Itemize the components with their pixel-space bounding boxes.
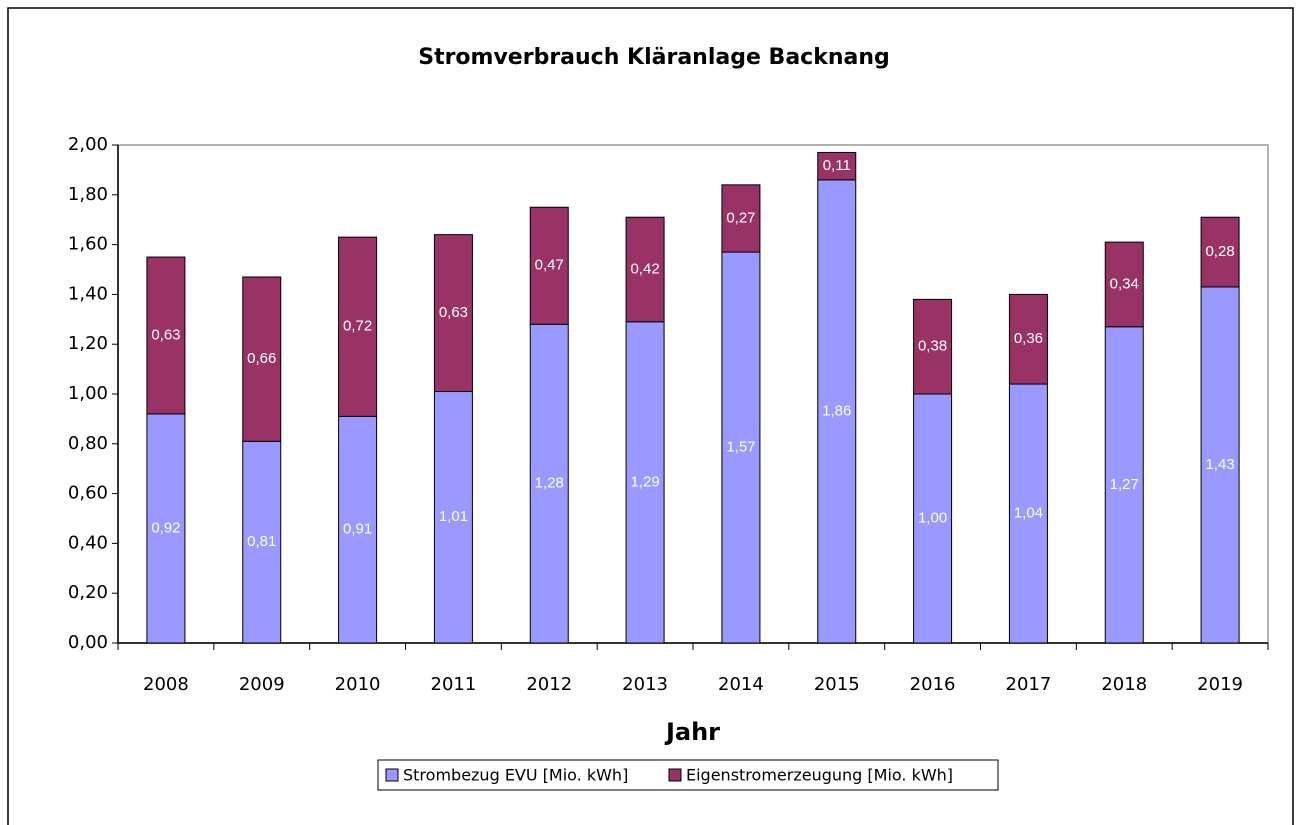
value-label: 1,86 [822,402,851,419]
chart-title: Stromverbrauch Kläranlage Backnang [418,45,890,70]
x-tick-label: 2019 [1197,674,1243,695]
x-tick-label: 2015 [814,674,860,695]
bar-segment [1200,216,1240,288]
y-tick-label: 0,40 [68,532,108,553]
value-label: 0,92 [151,519,180,536]
value-label: 1,29 [630,473,659,490]
x-tick-label: 2018 [1101,674,1147,695]
bar-segment [721,184,761,253]
y-tick-label: 1,20 [68,333,108,354]
x-axis-label: Jahr [664,718,720,746]
x-tick-label: 2010 [335,674,381,695]
x-tick-label: 2008 [143,674,189,695]
x-tick-label: 2009 [239,674,285,695]
bar-segment [1104,326,1144,644]
x-tick-label: 2017 [1006,674,1052,695]
value-label: 0,72 [343,318,372,335]
value-label: 1,04 [1014,504,1043,521]
y-tick-label: 0,80 [68,433,108,454]
legend-label: Strombezug EVU [Mio. kWh] [403,766,628,785]
y-tick-label: 1,40 [68,283,108,304]
value-label: 1,28 [535,475,564,492]
bar-segment [1104,241,1144,328]
bar-segment [338,415,378,644]
legend-swatch [385,768,399,782]
value-label: 0,81 [247,533,276,550]
bar-segment [146,256,186,415]
bar-segment [242,276,282,442]
y-tick-label: 2,00 [68,134,108,155]
bar-segment [338,236,378,417]
y-tick-label: 1,80 [68,184,108,205]
legend-label: Eigenstromerzeugung [Mio. kWh] [686,766,953,785]
bar-segment [146,413,186,644]
bar-segment [433,391,473,644]
value-label: 0,28 [1205,243,1234,260]
value-label: 1,43 [1205,456,1234,473]
value-label: 0,36 [1014,330,1043,347]
bar-segment [1200,286,1240,644]
y-tick-label: 0,60 [68,483,108,504]
x-tick-label: 2016 [910,674,956,695]
value-label: 0,91 [343,521,372,538]
y-tick-label: 0,00 [68,632,108,653]
bar-segment [529,206,569,325]
bar-segment [529,323,569,644]
x-tick-label: 2012 [526,674,572,695]
value-label: 0,27 [726,209,755,226]
value-label: 0,63 [439,304,468,321]
value-label: 0,63 [151,326,180,343]
y-tick-label: 1,60 [68,234,108,255]
value-label: 0,66 [247,350,276,367]
value-label: 1,00 [918,509,947,526]
bar-segment [242,440,282,644]
value-label: 0,42 [630,260,659,277]
bar-segment [817,179,857,644]
bar-segment [625,216,665,323]
bar-segment [625,321,665,644]
value-label: 0,38 [918,338,947,355]
x-tick-label: 2013 [622,674,668,695]
bar-segment [1008,293,1048,385]
x-tick-label: 2014 [718,674,764,695]
legend-box [377,759,999,791]
value-label: 1,01 [439,508,468,525]
bar-segment [721,251,761,644]
bar-segment [913,298,953,395]
bar-segment [1008,383,1048,644]
value-label: 0,47 [535,257,564,274]
value-label: 1,57 [726,439,755,456]
bar-segment [433,234,473,393]
y-tick-label: 1,00 [68,383,108,404]
bar-segment [817,151,857,181]
value-label: 1,27 [1110,476,1139,493]
value-label: 0,11 [823,157,851,174]
x-tick-label: 2011 [431,674,477,695]
value-label: 0,34 [1110,275,1139,292]
y-tick-label: 0,20 [68,582,108,603]
legend-swatch [668,768,682,782]
